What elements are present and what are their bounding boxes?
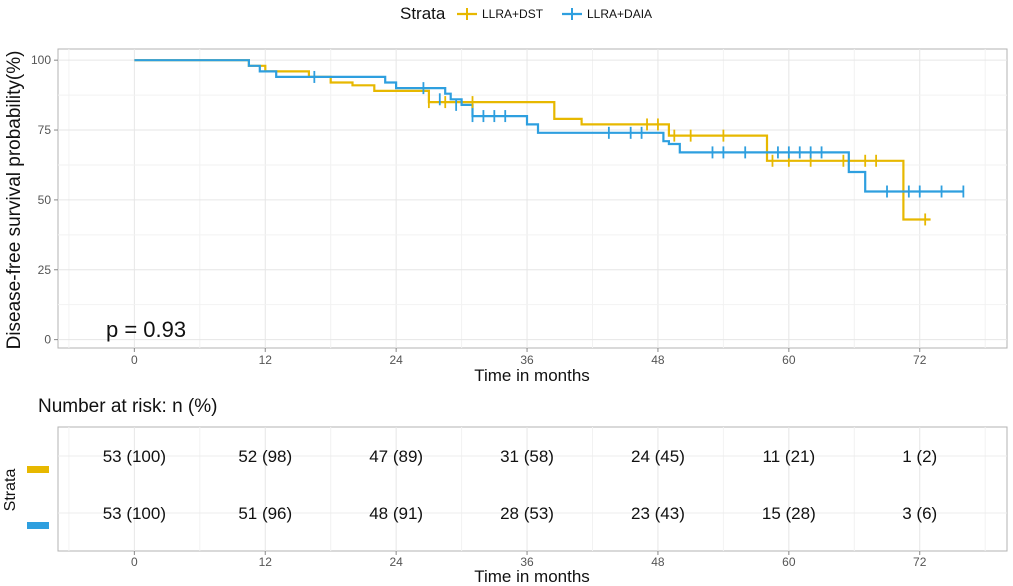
- grid-risk: [58, 427, 1007, 551]
- x-tick-label: 24: [389, 353, 403, 367]
- y-tick-label: 75: [38, 123, 52, 137]
- p-value-annotation: p = 0.93: [106, 317, 186, 342]
- x-tick-label: 48: [651, 353, 665, 367]
- legend: Strata LLRA+DST LLRA+DAIA: [400, 4, 652, 23]
- risk-x-tick-label: 60: [782, 555, 796, 569]
- risk-strata-label: Strata: [2, 469, 19, 512]
- risk-x-axis-title: Time in months: [474, 567, 590, 586]
- risk-table-title: Number at risk: n (%): [38, 396, 217, 417]
- risk-cell-dst: 53 (100): [103, 447, 166, 466]
- risk-cell-dst: 1 (2): [902, 447, 937, 466]
- risk-cell-daia: 53 (100): [103, 504, 166, 523]
- risk-x-tick-label: 12: [259, 555, 273, 569]
- y-axis-title: Disease-free survival probability(%): [4, 51, 25, 350]
- risk-x-tick-label: 0: [131, 555, 138, 569]
- risk-x-axis-ticks: 0 12 24 36 48 60 72: [131, 551, 927, 569]
- risk-cell-daia: 3 (6): [902, 504, 937, 523]
- risk-x-tick-label: 36: [520, 555, 534, 569]
- x-axis-ticks: 0 12 24 36 48 60 72: [131, 348, 927, 367]
- risk-x-tick-label: 48: [651, 555, 665, 569]
- legend-label-daia: LLRA+DAIA: [587, 7, 652, 21]
- survival-curve-dst: [134, 59, 931, 221]
- risk-cell-dst: 11 (21): [763, 447, 816, 466]
- risk-table: Number at risk: n (%) 0 12 24 36 48 60 72 53 (…: [2, 396, 1008, 586]
- x-tick-label: 72: [913, 353, 927, 367]
- survival-plot: 0 12 24 36 48 60 72 0 25 50 75 100 p = 0.93 Time i…: [4, 48, 1008, 385]
- x-tick-label: 36: [520, 353, 534, 367]
- risk-cell-daia: 48 (91): [369, 504, 423, 523]
- x-axis-title: Time in months: [474, 366, 590, 385]
- risk-cells: 53 (100) 52 (98) 47 (89) 31 (58) 24 (45) 11 (…: [103, 447, 938, 523]
- risk-cell-dst: 24 (45): [631, 447, 685, 466]
- risk-cell-dst: 31 (58): [500, 447, 554, 466]
- x-tick-label: 0: [131, 353, 138, 367]
- risk-cell-daia: 51 (96): [238, 504, 292, 523]
- risk-cell-daia: 15 (28): [762, 504, 816, 523]
- x-tick-label: 12: [259, 353, 273, 367]
- risk-cell-dst: 52 (98): [238, 447, 292, 466]
- risk-x-tick-label: 72: [913, 555, 927, 569]
- risk-row-key-dst: [27, 466, 49, 473]
- risk-row-key-daia: [27, 522, 49, 529]
- risk-cell-dst: 47 (89): [369, 447, 423, 466]
- y-tick-label: 100: [31, 53, 51, 67]
- legend-label-dst: LLRA+DST: [482, 7, 544, 21]
- x-tick-label: 60: [782, 353, 796, 367]
- survival-curves: [134, 59, 964, 221]
- risk-x-tick-label: 24: [389, 555, 403, 569]
- y-tick-label: 0: [44, 333, 51, 347]
- plot-panel: [57, 48, 1008, 349]
- survival-curve-daia: [134, 59, 964, 193]
- risk-cell-daia: 28 (53): [500, 504, 554, 523]
- censor-marks: [313, 70, 965, 226]
- y-axis-ticks: 0 25 50 75 100: [31, 53, 58, 347]
- grid-main: [58, 49, 1007, 348]
- y-tick-label: 50: [38, 193, 52, 207]
- legend-title: Strata: [400, 4, 446, 23]
- risk-cell-daia: 23 (43): [631, 504, 685, 523]
- y-tick-label: 25: [38, 263, 52, 277]
- risk-panel: [57, 426, 1008, 552]
